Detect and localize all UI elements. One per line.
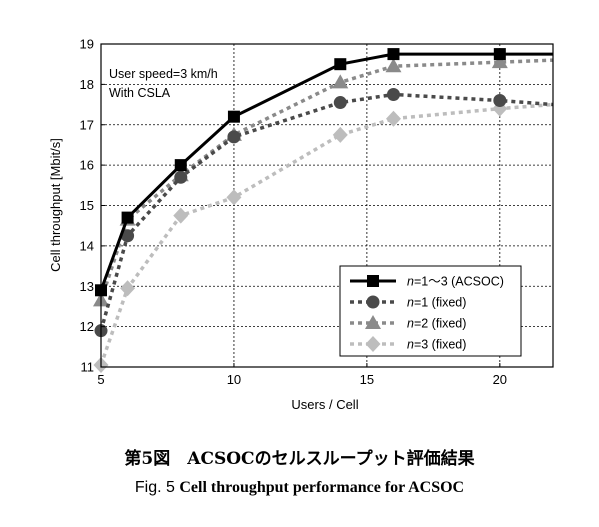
legend-entry: n=1 (fixed) <box>350 295 466 310</box>
legend-entry: n=2 (fixed) <box>350 315 466 331</box>
y-tick-label: 19 <box>80 37 94 52</box>
axis-ticks: 11 12 13 14 15 16 17 18 19 5 10 15 20 <box>80 37 508 388</box>
annotation-csla: With CSLA <box>109 86 171 100</box>
marker-circle-point <box>493 94 507 108</box>
marker-square-point <box>387 48 400 61</box>
series-line <box>99 92 554 332</box>
marker-circle-point <box>333 96 347 110</box>
y-tick-label: 12 <box>80 319 94 334</box>
marker-square-point <box>227 110 240 123</box>
marker-circle-point <box>121 229 135 243</box>
series-1 <box>95 48 553 297</box>
marker-diamond-point <box>332 126 348 143</box>
marker-square-point <box>334 58 347 71</box>
legend-label: n=1〜3 (ACSOC) <box>407 275 504 289</box>
marker-diamond-legend <box>365 336 381 352</box>
chart: 11 12 13 14 15 16 17 18 19 5 10 15 20 User speed=3 k… <box>48 37 554 412</box>
marker-triangle-point <box>385 58 402 73</box>
legend-label: n=2 (fixed) <box>407 317 466 331</box>
marker-triangle-point <box>332 74 349 89</box>
x-tick-label: 5 <box>97 372 104 387</box>
legend-label: n=3 (fixed) <box>407 338 466 352</box>
y-axis-label: Cell throughput [Mbit/s] <box>48 138 63 272</box>
caption-figure-number: Fig. 5 <box>134 479 175 496</box>
x-tick-label: 20 <box>493 372 507 387</box>
legend: n=1〜3 (ACSOC) n=1 (fixed) n=2 (fixed) n=3 (… <box>339 265 522 357</box>
marker-square-point <box>174 159 187 172</box>
marker-square-point <box>493 48 506 61</box>
marker-circle-point <box>174 170 188 184</box>
legend-entry: n=3 (fixed) <box>350 336 466 352</box>
y-tick-label: 17 <box>80 117 94 132</box>
y-tick-label: 18 <box>80 77 94 92</box>
y-tick-label: 11 <box>81 360 95 375</box>
marker-diamond-point <box>120 280 136 297</box>
y-tick-label: 15 <box>80 198 94 213</box>
marker-square-legend <box>367 275 379 287</box>
marker-square-point <box>121 211 134 224</box>
y-tick-label: 16 <box>80 158 94 173</box>
legend-entry: n=1〜3 (ACSOC) <box>350 275 504 289</box>
caption-english: Fig. 5 Cell throughput performance for A… <box>0 479 599 497</box>
series-line <box>99 52 553 291</box>
x-axis-label: Users / Cell <box>291 397 358 412</box>
series-4 <box>93 100 554 373</box>
y-tick-label: 13 <box>80 279 94 294</box>
marker-triangle-point <box>491 54 508 69</box>
annotation-user-speed: User speed=3 km/h <box>109 67 218 81</box>
series-line <box>99 102 554 366</box>
series-2 <box>94 87 554 338</box>
caption-english-text: Cell throughput performance for ACSOC <box>179 479 465 496</box>
marker-diamond-point <box>226 189 242 206</box>
marker-diamond-point <box>385 110 401 127</box>
legend-label: n=1 (fixed) <box>407 296 466 310</box>
marker-circle-point <box>386 87 400 101</box>
marker-diamond-point <box>173 207 189 224</box>
marker-circle-point <box>227 130 241 144</box>
x-tick-label: 10 <box>227 372 241 387</box>
series-layer <box>93 48 554 373</box>
x-tick-label: 15 <box>360 372 374 387</box>
caption-japanese: 第5図 ACSOCのセルスループット評価結果 <box>124 449 475 469</box>
series-line <box>99 58 554 301</box>
marker-circle-legend <box>366 295 380 309</box>
y-tick-label: 14 <box>80 238 94 253</box>
marker-triangle-legend <box>365 315 381 329</box>
